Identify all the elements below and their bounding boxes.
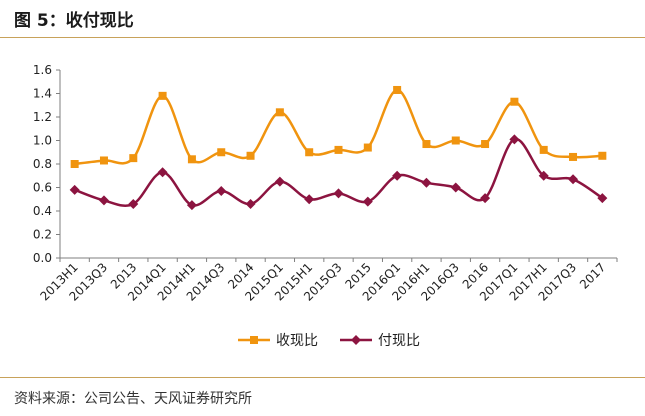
footer-divider bbox=[0, 377, 645, 378]
series-1-point bbox=[362, 196, 373, 207]
series-1-point bbox=[304, 194, 315, 205]
series-0-point bbox=[99, 156, 108, 165]
series-0-point bbox=[363, 143, 372, 152]
series-0-point bbox=[539, 145, 548, 154]
y-tick-label: 0.0 bbox=[33, 251, 52, 265]
y-tick-label: 0.8 bbox=[33, 157, 52, 171]
legend-label-1: 付现比 bbox=[378, 333, 420, 349]
series-0-point bbox=[187, 155, 196, 164]
header-divider bbox=[0, 37, 645, 38]
series-0-point bbox=[510, 97, 519, 106]
series-0-point bbox=[217, 148, 226, 157]
figure-title: 图 5：收付现比 bbox=[14, 11, 134, 31]
series-1-point bbox=[186, 200, 197, 211]
y-tick-label: 1.0 bbox=[33, 134, 52, 148]
series-1-point bbox=[509, 134, 520, 145]
series-1-point bbox=[597, 193, 608, 204]
series-1-point bbox=[450, 182, 461, 193]
series-1-point bbox=[568, 174, 579, 185]
series-0-point bbox=[70, 160, 79, 168]
series-1-point bbox=[216, 186, 227, 197]
series-0-point bbox=[158, 91, 167, 100]
series-0-point bbox=[246, 151, 255, 160]
series-0-point bbox=[393, 85, 402, 94]
series-1-point bbox=[157, 167, 168, 178]
y-tick-label: 0.4 bbox=[33, 204, 52, 218]
series-1-point bbox=[274, 176, 285, 187]
series-0-point bbox=[334, 145, 343, 154]
series-0-point bbox=[481, 140, 490, 149]
series-0-point bbox=[569, 152, 578, 161]
y-tick-label: 1.4 bbox=[33, 87, 52, 101]
legend-label-0: 收现比 bbox=[276, 333, 318, 349]
series-0-point bbox=[129, 154, 138, 163]
series-1-point bbox=[69, 184, 80, 195]
series-1-point bbox=[421, 177, 432, 188]
series-1-point bbox=[392, 170, 403, 181]
legend-marker-1 bbox=[351, 335, 361, 345]
legend-marker-0 bbox=[250, 336, 258, 344]
y-tick-label: 0.2 bbox=[33, 228, 52, 242]
series-0-point bbox=[598, 151, 607, 160]
y-tick-label: 0.6 bbox=[33, 181, 52, 195]
series-0-point bbox=[422, 140, 431, 149]
series-0-point bbox=[451, 136, 460, 145]
y-tick-label: 1.2 bbox=[33, 110, 52, 124]
series-1-point bbox=[480, 193, 491, 204]
series-1-point bbox=[538, 170, 549, 181]
source-note: 资料来源：公司公告、天风证券研究所 bbox=[14, 391, 252, 407]
series-1-point bbox=[128, 198, 139, 209]
series-1-point bbox=[333, 188, 344, 199]
y-tick-label: 1.6 bbox=[33, 63, 52, 77]
series-1-point bbox=[245, 198, 256, 209]
series-1-point bbox=[98, 195, 109, 206]
series-0-point bbox=[275, 108, 284, 117]
series-0-point bbox=[305, 148, 314, 157]
x-tick-label: 2017 bbox=[577, 260, 608, 291]
